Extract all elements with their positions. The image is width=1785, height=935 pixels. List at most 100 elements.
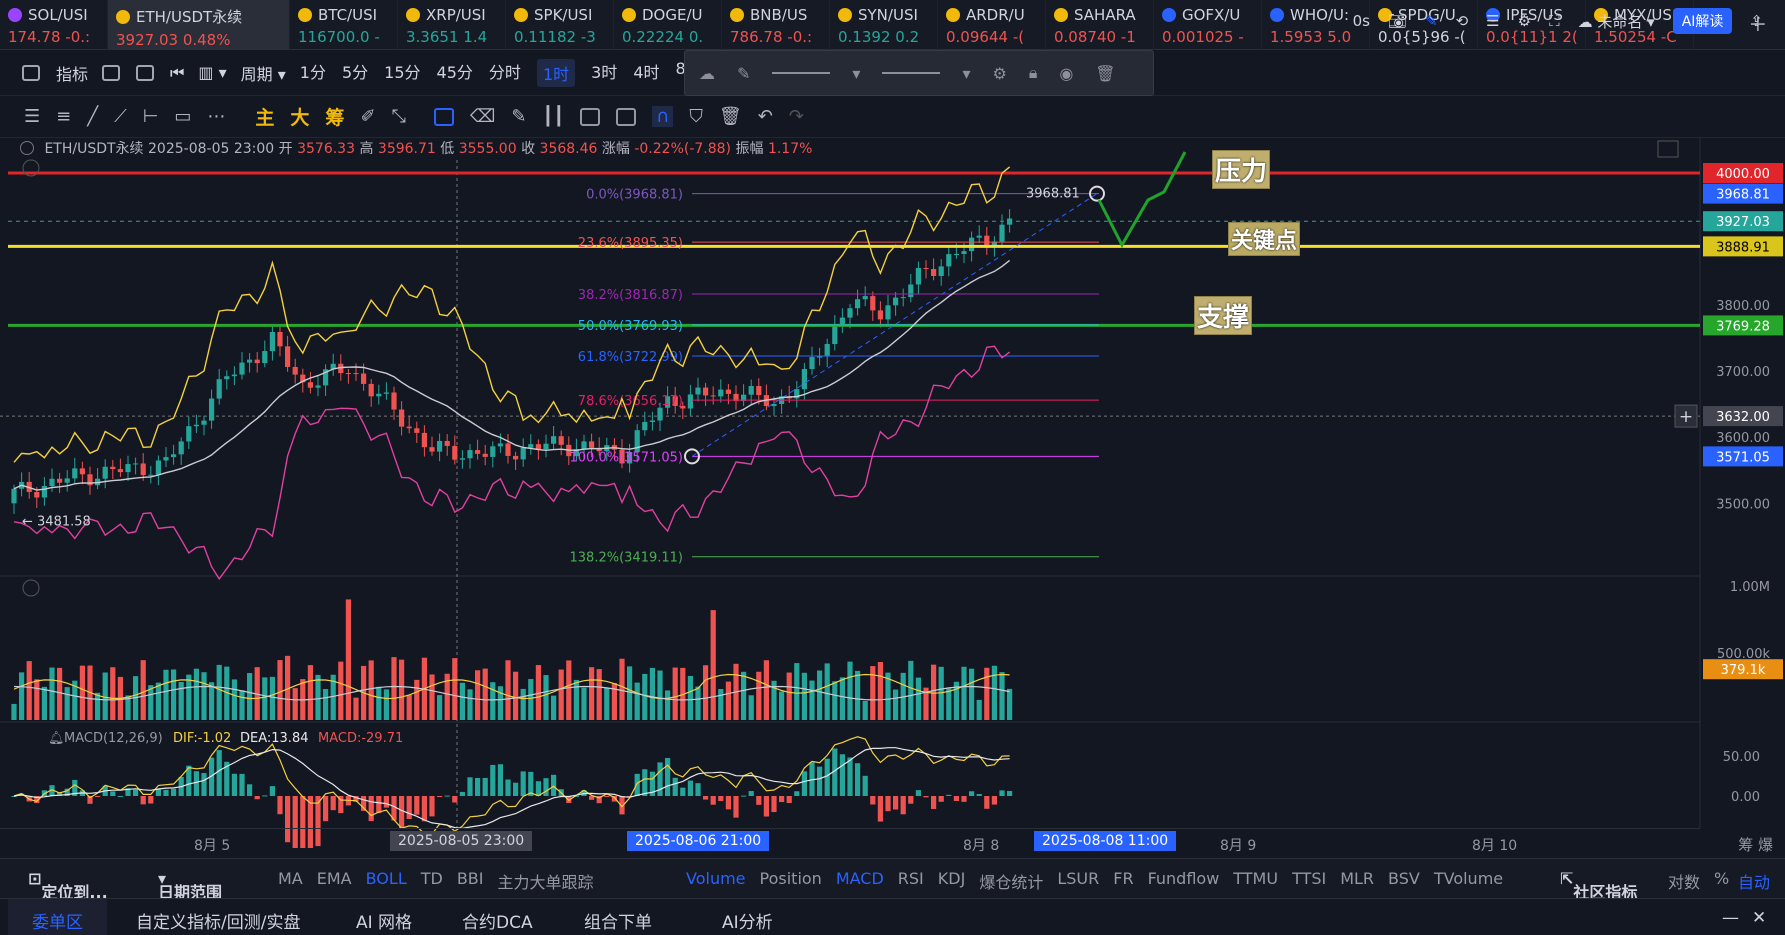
replay-icon[interactable]: ⟲ [1455,12,1469,30]
pencil-icon[interactable]: ✐ [360,106,376,127]
pressure-annotation[interactable]: 压力 [1212,150,1271,189]
tab-custom-indicator[interactable]: 自定义指标/回测/实盘 [136,913,301,933]
interval-option[interactable]: 分时 [488,62,521,82]
brush-icon[interactable]: ✎ [1425,12,1438,30]
clipboard-icon[interactable] [580,107,601,126]
main-indicator-option[interactable]: EMA [316,869,352,888]
sub-indicator-option[interactable]: TTMU [1233,869,1279,888]
lock-icon[interactable]: 🔒︎ [1028,63,1038,82]
undo-icon[interactable]: ↶ [757,106,773,127]
interval-option[interactable]: 1分 [299,62,326,82]
hline-icon[interactable]: ≡ [56,106,72,127]
interval-option[interactable]: 3时 [591,62,618,82]
sub-indicator-option[interactable]: RSI [897,869,924,888]
settings-icon[interactable]: ⚙ [992,63,1007,83]
sub-indicator-option[interactable]: KDJ [937,869,966,888]
ticker-tab[interactable]: ETH/USDT永续 3927.03 0.48% [108,0,290,50]
sub-indicator-option[interactable]: TVolume [1433,869,1504,888]
key-point-annotation[interactable]: 关键点 [1228,222,1301,256]
ticker-tab[interactable]: WHO/U: 1.5953 5.0 [1262,0,1370,50]
calendar-icon[interactable] [102,64,121,81]
line-style-dropdown[interactable] [772,72,831,74]
tab-contract-dca[interactable]: 合约DCA [462,913,533,933]
ticker-tab[interactable]: DOGE/U 0.22224 0. [614,0,722,50]
redo-icon[interactable]: ↷ [788,106,804,127]
rewind-icon[interactable]: ⏮ [170,62,185,82]
time-axis[interactable]: 8月 5 2025-08-05 23:00 2025-08-06 21:00 8… [0,828,1700,856]
sub-indicator-option[interactable]: FR [1113,869,1134,888]
axis-corner-buttons[interactable]: 筹 爆 [1738,836,1773,854]
sub-indicator-option[interactable]: LSUR [1057,869,1100,888]
log-scale-toggle[interactable]: 对数 [1668,873,1701,892]
interval-option[interactable]: 4时 [633,62,660,82]
sub-indicator-option[interactable]: Position [759,869,822,888]
hide-icon[interactable] [20,141,34,155]
candles-icon[interactable]: ┃┃ [542,106,565,127]
sub-indicator-option[interactable]: Volume [686,869,746,888]
period-dropdown[interactable]: 周期 ▾ [240,64,286,84]
tab-combo-order[interactable]: 组合下单 [584,913,652,933]
interval-option[interactable]: 8 [675,58,686,78]
line-width-dropdown[interactable] [882,72,941,74]
indicator-button[interactable]: 指标 [56,64,89,84]
indicator-icon[interactable] [22,64,40,81]
fullscreen-icon[interactable]: ⛶ [1549,12,1560,30]
big-order-button[interactable]: 大 [290,107,310,129]
highlighter-icon[interactable]: ✎ [511,106,527,127]
eraser-icon[interactable]: ⌫ [469,106,496,127]
menu-icon[interactable]: ☰ [24,106,41,127]
interval-option[interactable]: 15分 [384,62,421,82]
interval-option[interactable]: 45分 [436,62,473,82]
ticker-tab[interactable]: SPDG/U 0.0{5}96 -( [1370,0,1478,50]
ai-interpret-button[interactable]: AI解读 [1672,8,1733,34]
cloud-icon[interactable]: ☁ [699,63,715,83]
main-indicator-option[interactable]: 主力大单跟踪 [497,873,594,892]
pen-icon[interactable]: ✎ [737,63,751,83]
main-indicator-option[interactable]: BBI [456,869,484,888]
percent-scale-toggle[interactable]: % [1714,869,1730,888]
candle-type-icon[interactable]: ▥ ▾ [198,63,227,82]
ticker-tab[interactable]: BNB/US 786.78 -0.: [722,0,830,50]
locate-button[interactable]: ⊡ 定位到... [28,869,108,902]
add-ticker-icon[interactable]: + [1748,12,1767,37]
main-indicator-option[interactable]: BOLL [365,869,407,888]
main-indicator-option[interactable]: MA [278,869,303,888]
trash-icon[interactable]: 🗑︎ [1095,63,1116,83]
eye-icon[interactable]: ◉ [1059,63,1074,83]
delete-icon[interactable]: 🗑︎ [718,106,742,127]
ticker-tab[interactable]: SAHARA 0.08740 -1 [1046,0,1154,50]
trendline-icon[interactable]: ╱ [87,106,99,127]
main-force-button[interactable]: 主 [255,107,275,129]
note-icon[interactable] [616,107,637,126]
sub-indicator-option[interactable]: MACD [835,869,884,888]
interval-option[interactable]: 5分 [341,62,369,82]
ticker-tab[interactable]: SPK/USI 0.11182 -3 [506,0,614,50]
ticker-tab[interactable]: IPFS/US 0.0{11}1 2( [1478,0,1586,50]
close-icon[interactable]: ✕ [1752,908,1767,928]
main-indicator-option[interactable]: TD [420,869,443,888]
sub-indicator-option[interactable]: 爆仓统计 [979,873,1044,892]
filter-icon[interactable]: ⛉ [689,106,703,127]
auto-scale-toggle[interactable]: 自动 [1738,873,1771,892]
tab-ai-grid[interactable]: AI 网格 [356,913,413,933]
ticker-tab[interactable]: SOL/USI 174.78 -0.: [0,0,108,50]
sub-indicator-option[interactable]: TTSI [1292,869,1327,888]
tab-order-area[interactable]: 委单区 [8,899,107,935]
sub-indicator-option[interactable]: Fundflow [1147,869,1220,888]
date-range-dropdown[interactable]: 日期范围 ▾ [158,869,223,902]
more-icon[interactable]: ⋯ [207,106,226,127]
minimize-icon[interactable]: — [1722,908,1739,928]
magnet-icon[interactable]: ∩ [652,106,674,127]
camera-icon[interactable]: 📷︎ [1387,12,1408,30]
community-indicators-button[interactable]: ⇱ 社区指标 [1560,869,1638,902]
list-icon[interactable]: ☰ [1486,12,1500,30]
chart-canvas[interactable]: 0.0%(3968.81) 23.6%(3895.35) 38.2%(3816.87… [0,138,1785,848]
ticker-tab[interactable]: GOFX/U 0.001025 - [1154,0,1262,50]
sub-indicator-option[interactable]: MLR [1340,869,1375,888]
layout-icon[interactable] [136,64,155,81]
ray-icon[interactable]: ⟋ [114,106,127,127]
share-icon[interactable]: ⇪ [1750,12,1763,30]
chip-button[interactable]: 筹 [325,107,345,129]
horizontal-ray-icon[interactable]: ⊢ [142,106,159,127]
ticker-tab[interactable]: XRP/USI 3.3651 1.4 [398,0,506,50]
